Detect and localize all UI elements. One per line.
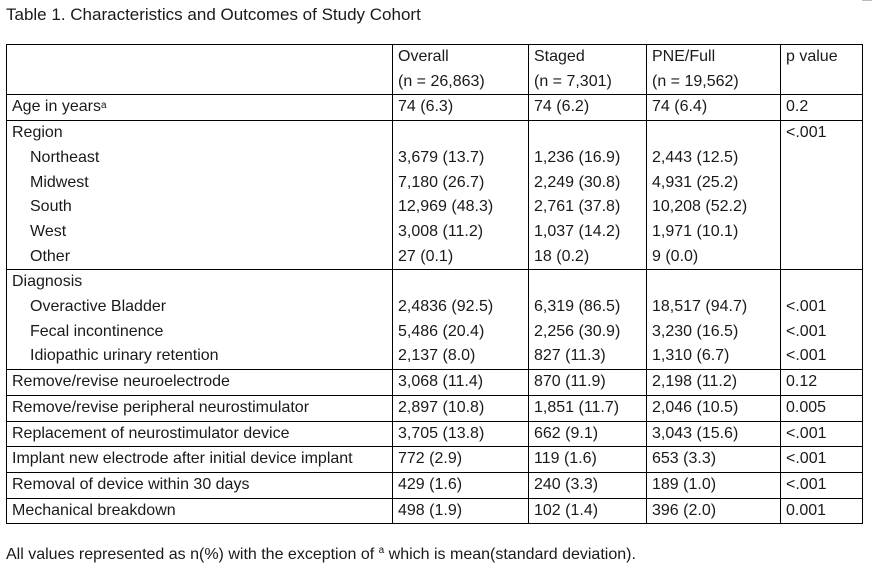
table-row: Replacement of neurostimulator device 3,… bbox=[6, 420, 863, 447]
header-blank bbox=[6, 43, 393, 95]
header-staged: Staged (n = 7,301) bbox=[528, 43, 647, 95]
table-row: Remove/revise peripheral neurostimulator… bbox=[6, 394, 863, 422]
table-row: Age in yearsa 74 (6.3) 74 (6.2) 74 (6.4)… bbox=[6, 94, 863, 121]
region-group: Region Northeast Midwest South West Othe… bbox=[6, 120, 863, 270]
diagnosis-group: Diagnosis Overactive Bladder Fecal incon… bbox=[6, 269, 863, 370]
header-row: Overall (n = 26,863) Staged (n = 7,301) PN… bbox=[6, 43, 863, 95]
page-corner-mark bbox=[862, 0, 872, 5]
table-row: Remove/revise neuroelectrode 3,068 (11.4… bbox=[6, 369, 863, 396]
table-title: Table 1. Characteristics and Outcomes of… bbox=[6, 5, 421, 24]
cohort-table: Overall (n = 26,863) Staged (n = 7,301) PN… bbox=[6, 43, 863, 525]
table-footnote: All values represented as n(%) with the … bbox=[6, 545, 636, 563]
table-row: Mechanical breakdown 498 (1.9) 102 (1.4)… bbox=[6, 497, 863, 525]
header-overall: Overall (n = 26,863) bbox=[392, 43, 529, 95]
header-pvalue: p value bbox=[780, 43, 863, 95]
header-pne: PNE/Full (n = 19,562) bbox=[646, 43, 781, 95]
table-row: Removal of device within 30 days 429 (1.… bbox=[6, 471, 863, 499]
table-row: Implant new electrode after initial devi… bbox=[6, 446, 863, 473]
